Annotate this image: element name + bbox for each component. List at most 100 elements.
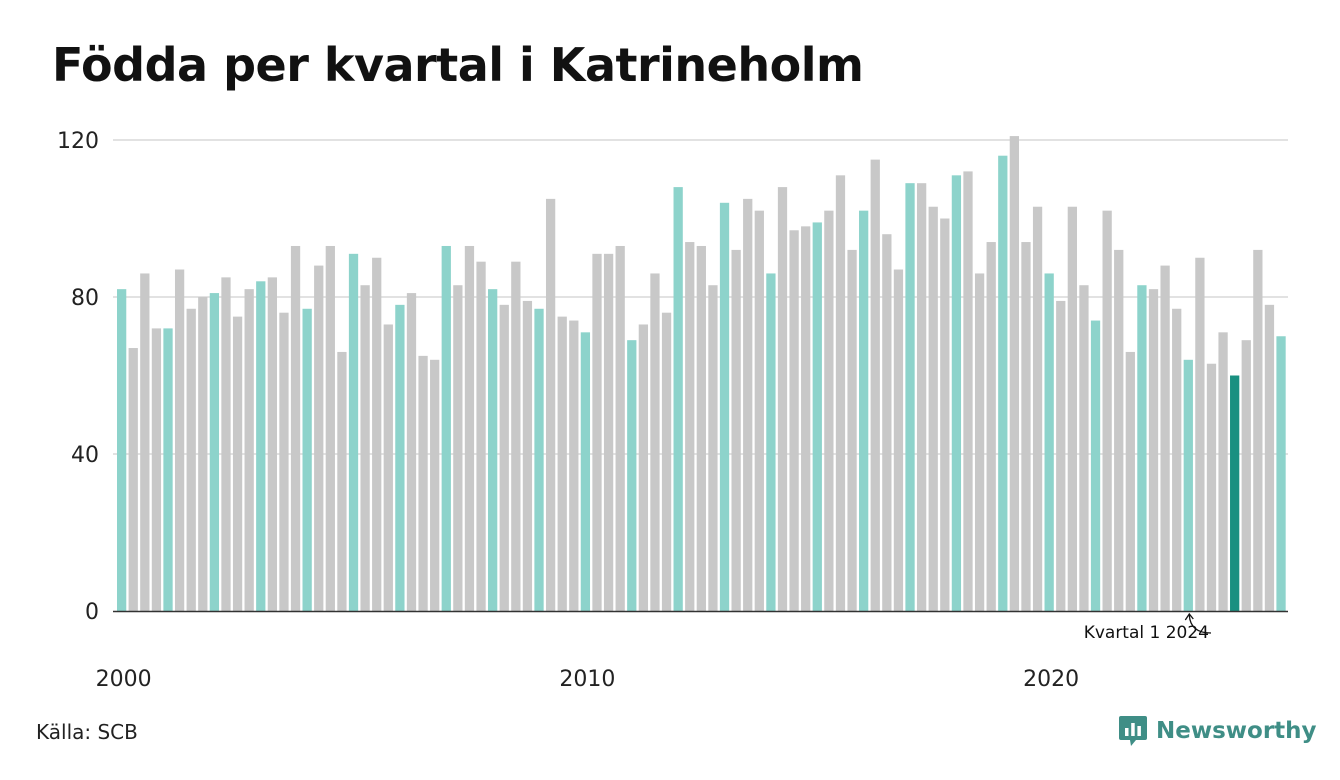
- bar: [511, 261, 521, 611]
- bar: [928, 206, 938, 611]
- bar: [1253, 249, 1263, 611]
- bar: [719, 202, 730, 612]
- bar: [151, 328, 162, 611]
- bar: [882, 234, 892, 611]
- bar: [198, 297, 208, 611]
- bar: [580, 332, 591, 611]
- bar: [430, 359, 440, 611]
- bar: [777, 187, 788, 611]
- bar: [1206, 363, 1217, 611]
- bar: [209, 293, 220, 611]
- bar: [1125, 351, 1135, 611]
- bar: [545, 198, 556, 611]
- annotation-label: Kvartal 1 2024: [1084, 623, 1209, 643]
- bar: [441, 245, 451, 611]
- bar: [1056, 300, 1066, 611]
- y-axis-ticks: 0 40 80 120: [57, 129, 99, 625]
- y-tick-label: 120: [57, 129, 99, 154]
- bar: [290, 245, 301, 611]
- bar: [801, 226, 811, 611]
- bar: [1160, 265, 1170, 611]
- annotation-arrowhead: [1184, 612, 1194, 621]
- bar: [1044, 273, 1054, 611]
- bar: [1102, 210, 1112, 611]
- bar: [395, 304, 405, 611]
- bar: [1148, 289, 1159, 611]
- bar: [1241, 340, 1251, 611]
- bar: [650, 273, 660, 611]
- bar: [267, 277, 277, 611]
- brand-name: Newsworthy: [1156, 718, 1317, 744]
- bar: [453, 285, 463, 611]
- bar: [383, 324, 393, 611]
- bar: [534, 308, 544, 611]
- bar: [812, 222, 822, 612]
- bar: [186, 308, 196, 611]
- bar: [627, 340, 637, 611]
- bar: [847, 249, 857, 611]
- bar: [1090, 320, 1101, 611]
- bar: [372, 257, 382, 611]
- bar: [974, 273, 985, 611]
- bar: [743, 198, 753, 611]
- bar: [279, 312, 289, 611]
- bar: [256, 281, 266, 611]
- x-tick-label: 2010: [559, 667, 615, 692]
- bar: [232, 316, 243, 611]
- bar: [1114, 249, 1124, 611]
- bar: [708, 285, 718, 611]
- bar: [603, 253, 614, 611]
- bar: [824, 210, 834, 611]
- y-tick-label: 80: [71, 286, 99, 311]
- bar: [905, 183, 915, 612]
- annotation: Kvartal 1 2024: [1084, 612, 1212, 643]
- bar: [696, 245, 706, 611]
- bar: [1067, 206, 1077, 611]
- bar: [940, 218, 950, 611]
- bar: [893, 269, 904, 611]
- bar: [302, 308, 312, 611]
- x-tick-label: 2000: [96, 667, 152, 692]
- bar: [592, 253, 602, 611]
- bar: [348, 253, 359, 611]
- x-tick-label: 2020: [1023, 667, 1079, 692]
- bar: [1021, 242, 1031, 612]
- bar: [731, 249, 741, 611]
- y-tick-label: 40: [71, 443, 99, 468]
- bar: [766, 273, 776, 611]
- bar: [406, 293, 417, 611]
- bar: [673, 187, 683, 611]
- bar: [488, 289, 498, 611]
- bar: [685, 242, 695, 612]
- bar: [1230, 375, 1240, 611]
- bar: [244, 289, 254, 611]
- bar: [661, 312, 672, 611]
- bar: [314, 265, 324, 611]
- bar: [1137, 285, 1147, 611]
- bar: [499, 304, 509, 611]
- bar: [522, 300, 533, 611]
- bar: [789, 230, 799, 611]
- bar: [951, 175, 962, 611]
- bar: [569, 320, 579, 611]
- bars: [117, 136, 1286, 612]
- bar: [963, 171, 973, 611]
- bar: [859, 210, 869, 611]
- bar: [870, 159, 880, 611]
- annotation-arrow-icon: [1188, 614, 1212, 634]
- bar: [916, 183, 927, 612]
- bar: [140, 273, 150, 611]
- newsworthy-chart-bubble-icon: [1119, 716, 1147, 746]
- bar: [998, 155, 1008, 611]
- bar: [615, 245, 625, 611]
- bar: [1195, 257, 1205, 611]
- bar: [1172, 308, 1182, 611]
- bar: [835, 175, 846, 611]
- bar: [1218, 332, 1228, 611]
- bar: [638, 324, 649, 611]
- bar: [418, 355, 428, 611]
- bar: [221, 277, 231, 611]
- bar: [163, 328, 173, 611]
- bar: [754, 210, 764, 611]
